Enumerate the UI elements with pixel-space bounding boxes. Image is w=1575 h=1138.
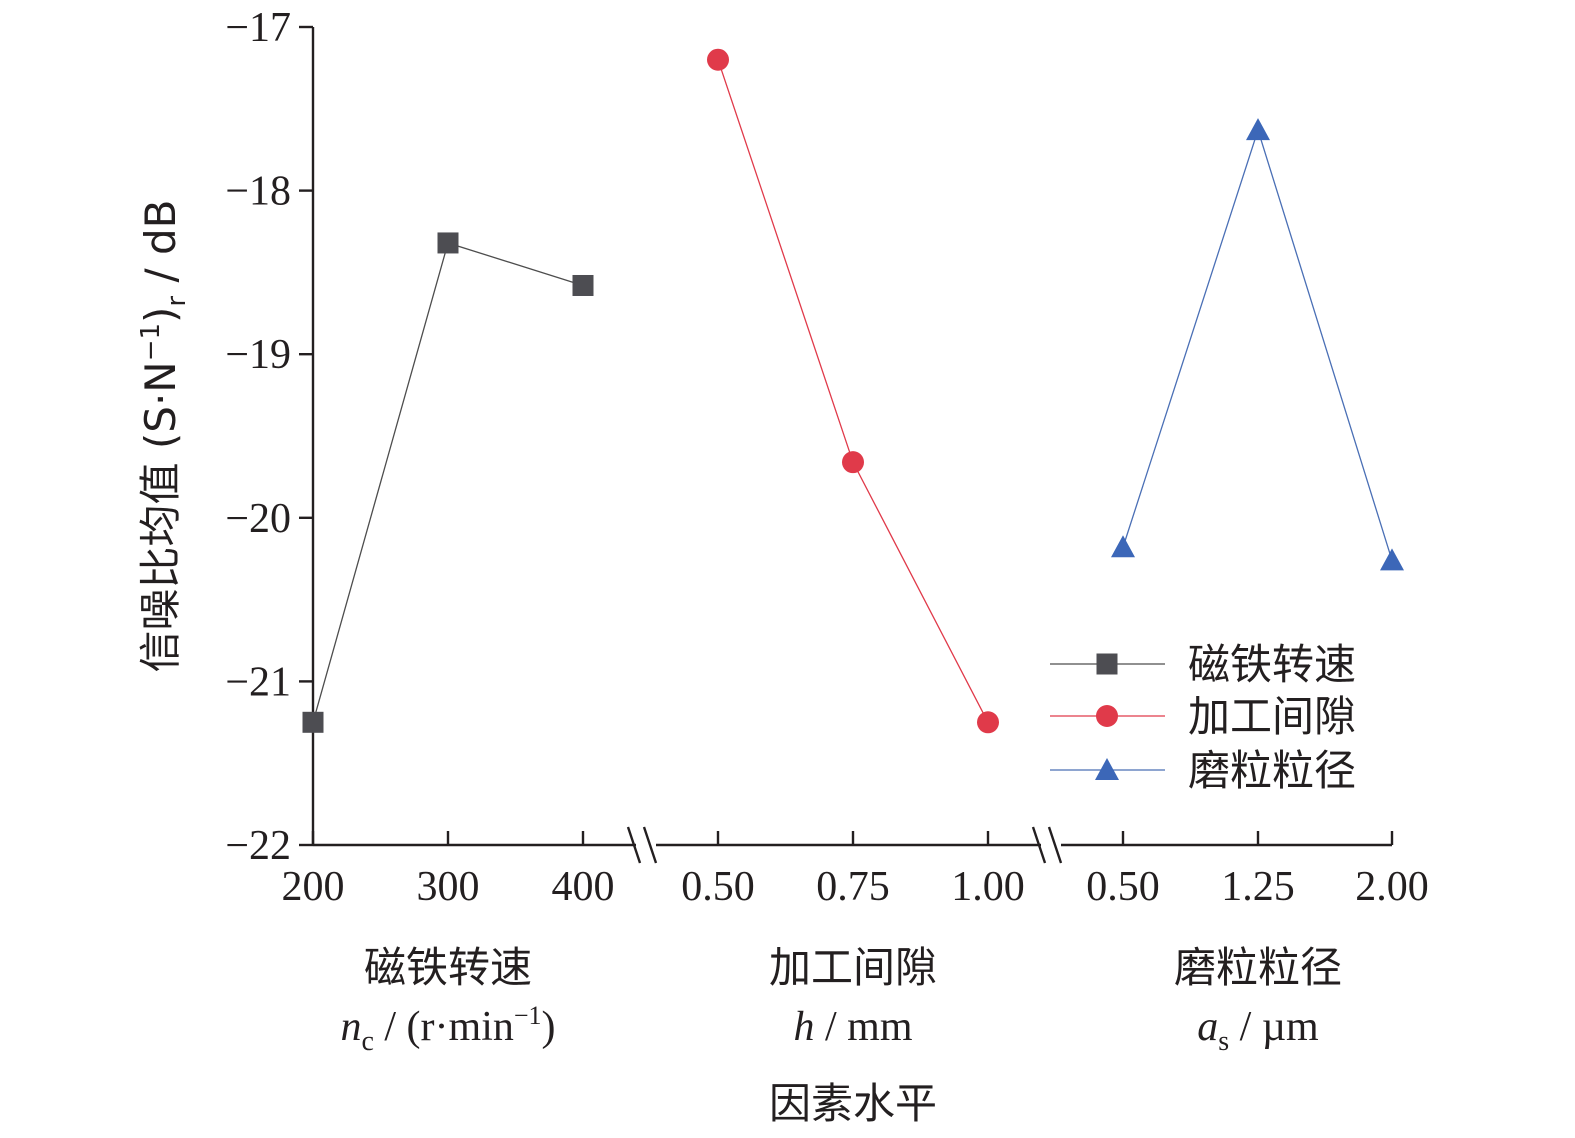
data-point bbox=[707, 48, 729, 71]
x-tick-label: 2.00 bbox=[1355, 864, 1429, 910]
data-point bbox=[1380, 548, 1404, 571]
y-axis-title: 信噪比均值 (S·N−1)r / dB bbox=[136, 200, 192, 673]
data-point bbox=[1111, 535, 1135, 558]
group-title: 磁铁转速 bbox=[364, 943, 532, 992]
data-point bbox=[1246, 118, 1270, 141]
x-tick-label: 0.50 bbox=[681, 864, 755, 910]
y-tick-label: −17 bbox=[225, 5, 291, 51]
group-unit-label: nc / (r·min−1) bbox=[340, 1001, 555, 1057]
y-tick-label: −22 bbox=[225, 823, 291, 869]
data-point bbox=[977, 711, 999, 734]
x-axis-title: 因素水平 bbox=[769, 1079, 937, 1128]
y-tick-label: −20 bbox=[225, 496, 291, 542]
group-title: 加工间隙 bbox=[769, 943, 937, 992]
series-line bbox=[1122, 127, 1393, 561]
x-tick-label: 400 bbox=[552, 864, 615, 910]
group-unit-label: h / mm bbox=[793, 1004, 912, 1050]
axis-break-mark bbox=[1047, 826, 1063, 864]
y-tick-label: −18 bbox=[225, 169, 291, 215]
y-tick-label: −21 bbox=[225, 659, 291, 705]
x-tick-label: 1.00 bbox=[951, 864, 1025, 910]
x-tick-label: 300 bbox=[417, 864, 480, 910]
y-tick-label: −19 bbox=[225, 332, 291, 378]
legend-marker bbox=[1096, 653, 1118, 675]
group-unit-label: as / µm bbox=[1197, 1004, 1319, 1057]
legend-label: 磨粒粒径 bbox=[1188, 746, 1356, 795]
data-point bbox=[842, 451, 864, 474]
x-tick-label: 1.25 bbox=[1221, 864, 1295, 910]
series-line bbox=[717, 59, 989, 723]
data-point bbox=[302, 711, 324, 733]
legend-label: 磁铁转速 bbox=[1188, 640, 1356, 689]
data-point bbox=[437, 232, 459, 254]
legend-marker bbox=[1096, 705, 1118, 727]
x-tick-label: 0.50 bbox=[1086, 864, 1160, 910]
series-line bbox=[312, 242, 584, 723]
axis-break-mark bbox=[642, 826, 658, 864]
axis-break-mark bbox=[1031, 826, 1047, 864]
axis-break-mark bbox=[626, 826, 642, 864]
x-tick-label: 200 bbox=[282, 864, 345, 910]
x-tick-label: 0.75 bbox=[816, 864, 890, 910]
legend-marker bbox=[1095, 758, 1119, 780]
group-title: 磨粒粒径 bbox=[1174, 943, 1342, 992]
data-point bbox=[572, 274, 594, 296]
legend-label: 加工间隙 bbox=[1188, 692, 1356, 741]
